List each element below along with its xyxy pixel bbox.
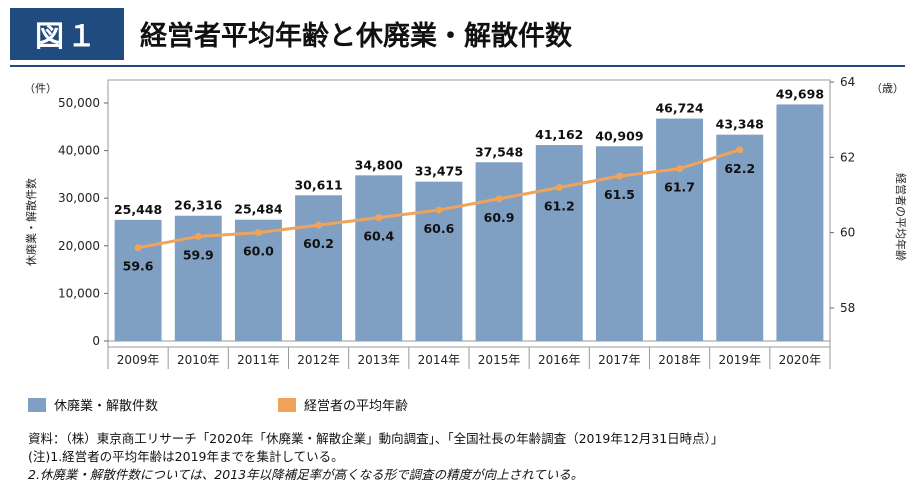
bar-data-label: 40,909	[595, 128, 643, 143]
y-left-axis-label: 休廃業・解散件数	[24, 178, 38, 266]
bar-data-label: 37,548	[475, 144, 523, 159]
x-tick-label: 2017年	[598, 353, 641, 367]
legend-swatch-bars	[28, 397, 46, 412]
line-point	[435, 206, 443, 214]
legend-swatch-line	[278, 397, 296, 412]
bar	[716, 134, 764, 341]
line-data-label: 60.4	[363, 229, 394, 244]
combo-chart: 0 10,000 20,000 30,000 40,000 50,000 58 60 62 64 （…	[24, 75, 908, 369]
line-data-label: 61.5	[604, 187, 635, 202]
figure-label: 図１	[10, 8, 124, 60]
line-point	[676, 165, 684, 173]
bar	[234, 219, 282, 341]
source-notes: 資料：（株）東京商工リサーチ「2020年「休廃業・解散企業」動向調査」、「全国社…	[28, 430, 723, 484]
x-tick-label: 2012年	[297, 353, 340, 367]
line-point	[555, 183, 563, 191]
y-left-tick-label: 20,000	[58, 239, 100, 253]
footnote-2: 2.休廃業・解散件数については、2013年以降補足率が高くなる形で調査の精度が向…	[28, 467, 584, 482]
x-tick-label: 2014年	[418, 353, 461, 367]
source-note: 資料：（株）東京商工リサーチ「2020年「休廃業・解散企業」動向調査」、「全国社…	[28, 431, 724, 446]
line-data-label: 60.9	[484, 210, 515, 225]
y-right-tick-label: 60	[840, 226, 855, 240]
line-point	[615, 172, 623, 180]
x-tick-label: 2010年	[177, 353, 220, 367]
line-data-label: 60.2	[303, 236, 334, 251]
bar-data-label: 26,316	[174, 198, 223, 213]
y-left-tick-label: 30,000	[58, 191, 100, 205]
legend-label-line: 経営者の平均年齢	[304, 399, 409, 414]
legend-item-bars: 休廃業・解散件数	[28, 395, 158, 414]
line-point	[495, 195, 503, 203]
bar	[355, 175, 403, 341]
line-data-label: 61.7	[664, 180, 695, 195]
y-right-tick-label: 58	[840, 301, 855, 315]
y-left-tick-label: 10,000	[58, 286, 100, 300]
line-data-label: 62.2	[724, 161, 755, 176]
line-point	[254, 229, 262, 237]
line-point	[134, 244, 142, 252]
y-left-unit: （件）	[24, 82, 57, 95]
bar	[776, 104, 824, 341]
x-tick-label: 2013年	[357, 353, 400, 367]
x-tick-label: 2020年	[779, 353, 822, 367]
bar-data-label: 33,475	[415, 164, 463, 179]
legend-item-line: 経営者の平均年齢	[278, 395, 408, 414]
x-tick-label: 2018年	[658, 353, 701, 367]
bar-data-label: 41,162	[535, 127, 583, 142]
y-right-unit: （歳）	[871, 82, 904, 95]
line-point	[194, 232, 202, 240]
bar-data-label: 25,484	[234, 202, 283, 217]
bar-data-label: 49,698	[776, 86, 824, 101]
y-left-tick-label: 50,000	[58, 96, 100, 110]
bar-data-label: 46,724	[655, 101, 704, 116]
legend-label-bars: 休廃業・解散件数	[54, 399, 159, 414]
x-tick-label: 2011年	[237, 353, 280, 367]
line-point	[736, 146, 744, 154]
y-right-axis-label: 経営者の平均年齢	[894, 173, 908, 261]
line-point	[375, 214, 383, 222]
x-tick-label: 2019年	[718, 353, 761, 367]
line-data-label: 61.2	[544, 198, 575, 213]
y-right-tick-label: 62	[840, 150, 855, 164]
title-divider	[10, 65, 905, 67]
page-title: 経営者平均年齢と休廃業・解散件数	[140, 21, 572, 52]
bar-data-label: 30,611	[294, 177, 342, 192]
bar-data-label: 43,348	[716, 117, 764, 132]
bar-data-label: 25,448	[114, 202, 162, 217]
line-data-label: 59.9	[183, 247, 214, 262]
bar	[114, 219, 162, 341]
bar-data-label: 34,800	[355, 157, 404, 172]
line-data-label: 60.0	[243, 244, 274, 259]
bar	[475, 162, 523, 341]
x-tick-label: 2015年	[478, 353, 521, 367]
x-tick-label: 2016年	[538, 353, 581, 367]
line-data-label: 60.6	[423, 221, 454, 236]
x-tick-label: 2009年	[117, 353, 160, 367]
line-point	[315, 221, 323, 229]
y-right-tick-label: 64	[840, 75, 855, 89]
bar	[295, 195, 343, 341]
line-data-label: 59.6	[123, 259, 154, 274]
y-left-tick-label: 0	[92, 334, 100, 348]
bar	[535, 145, 583, 341]
bar	[656, 118, 704, 342]
footnote-1: (注)1.経営者の平均年齢は2019年までを集計している。	[28, 449, 344, 464]
y-left-tick-label: 40,000	[58, 144, 100, 158]
